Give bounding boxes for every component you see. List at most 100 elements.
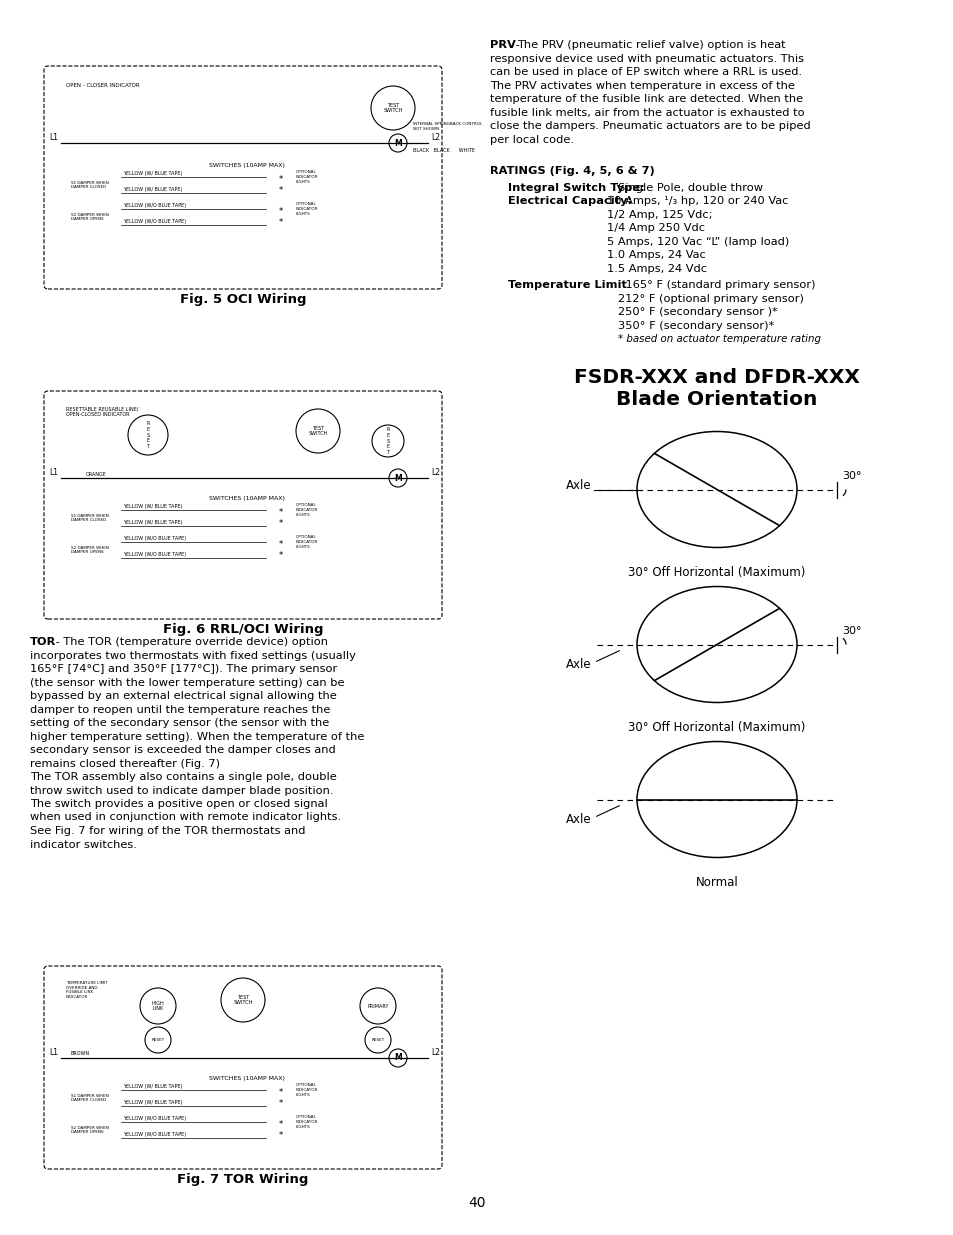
Text: -: - (512, 40, 523, 49)
Text: TOR: TOR (30, 637, 56, 647)
Text: 30° Off Horizontal (Maximum): 30° Off Horizontal (Maximum) (628, 720, 805, 734)
Text: Axle: Axle (566, 813, 592, 826)
Text: 212° F (optional primary sensor): 212° F (optional primary sensor) (618, 294, 803, 304)
Text: YELLOW (W/O BLUE TAPE): YELLOW (W/O BLUE TAPE) (123, 536, 186, 541)
Text: YELLOW (W/O BLUE TAPE): YELLOW (W/O BLUE TAPE) (123, 1116, 186, 1121)
Text: L2: L2 (431, 468, 439, 477)
Text: can be used in place of EP switch where a RRL is used.: can be used in place of EP switch where … (490, 67, 801, 77)
Text: 165°F [74°C] and 350°F [177°C]). The primary sensor: 165°F [74°C] and 350°F [177°C]). The pri… (30, 664, 337, 674)
Text: incorporates two thermostats with fixed settings (usually: incorporates two thermostats with fixed … (30, 651, 355, 661)
Text: L2: L2 (431, 133, 439, 142)
Text: R
E
S
E
T: R E S E T (386, 427, 389, 456)
Text: M: M (394, 138, 401, 147)
Text: RATINGS (Fig. 4, 5, 6 & 7): RATINGS (Fig. 4, 5, 6 & 7) (490, 165, 654, 177)
Text: YELLOW (W/ BLUE TAPE): YELLOW (W/ BLUE TAPE) (123, 504, 182, 509)
Text: responsive device used with pneumatic actuators. This: responsive device used with pneumatic ac… (490, 53, 803, 63)
Text: when used in conjunction with remote indicator lights.: when used in conjunction with remote ind… (30, 813, 341, 823)
Text: setting of the secondary sensor (the sensor with the: setting of the secondary sensor (the sen… (30, 718, 329, 727)
Text: M: M (394, 1053, 401, 1062)
Text: *
*: * * (278, 509, 283, 527)
Text: ORANGE: ORANGE (86, 472, 107, 477)
Text: INTERNAL SPRINGBACK CONTROL
NOT SHOWN: INTERNAL SPRINGBACK CONTROL NOT SHOWN (413, 122, 482, 131)
Text: 40: 40 (468, 1195, 485, 1210)
Text: S2 DAMPER WHEN
DAMPER OPENS: S2 DAMPER WHEN DAMPER OPENS (71, 1125, 109, 1134)
Text: L2: L2 (431, 1049, 439, 1057)
Text: YELLOW (W/ BLUE TAPE): YELLOW (W/ BLUE TAPE) (123, 170, 182, 177)
Text: Integral Switch Type:: Integral Switch Type: (507, 183, 644, 193)
Text: L1: L1 (49, 133, 58, 142)
Text: 30° Off Horizontal (Maximum): 30° Off Horizontal (Maximum) (628, 566, 805, 578)
Text: damper to reopen until the temperature reaches the: damper to reopen until the temperature r… (30, 704, 330, 715)
Text: YELLOW (W/O BLUE TAPE): YELLOW (W/O BLUE TAPE) (123, 1132, 186, 1137)
Text: * based on actuator temperature rating: * based on actuator temperature rating (618, 333, 821, 345)
Text: Single Pole, double throw: Single Pole, double throw (618, 183, 762, 193)
Text: SWITCHES (10AMP MAX): SWITCHES (10AMP MAX) (209, 1076, 285, 1081)
Text: RESETTABLE REUSABLE LINE/
OPEN-CLOSED INDICATOR: RESETTABLE REUSABLE LINE/ OPEN-CLOSED IN… (66, 406, 138, 416)
Text: S1 DAMPER WHEN
DAMPER CLOSED: S1 DAMPER WHEN DAMPER CLOSED (71, 180, 109, 189)
Text: SWITCHES (10AMP MAX): SWITCHES (10AMP MAX) (209, 163, 285, 168)
Text: YELLOW (W/ BLUE TAPE): YELLOW (W/ BLUE TAPE) (123, 186, 182, 191)
Text: FSDR-XXX and DFDR-XXX: FSDR-XXX and DFDR-XXX (574, 368, 859, 387)
Text: OPTIONAL
INDICATOR
LIGHTS: OPTIONAL INDICATOR LIGHTS (295, 1115, 318, 1129)
Text: indicator switches.: indicator switches. (30, 840, 136, 850)
Text: OPTIONAL
INDICATOR
LIGHTS: OPTIONAL INDICATOR LIGHTS (295, 504, 318, 516)
Text: OPEN - CLOSER INDICATOR: OPEN - CLOSER INDICATOR (66, 83, 139, 88)
Text: 30°: 30° (841, 471, 861, 480)
Text: RESET: RESET (152, 1037, 165, 1042)
Text: BROWN: BROWN (71, 1051, 90, 1056)
Text: YELLOW (W/ BLUE TAPE): YELLOW (W/ BLUE TAPE) (123, 1084, 182, 1089)
Text: TEST
SWITCH: TEST SWITCH (233, 994, 253, 1005)
Text: temperature of the fusible link are detected. When the: temperature of the fusible link are dete… (490, 94, 802, 104)
Text: - The TOR (temperature override device) option: - The TOR (temperature override device) … (52, 637, 328, 647)
Text: 5 Amps, 120 Vac “L” (lamp load): 5 Amps, 120 Vac “L” (lamp load) (606, 236, 788, 247)
Text: The switch provides a positive open or closed signal: The switch provides a positive open or c… (30, 799, 328, 809)
Text: higher temperature setting). When the temperature of the: higher temperature setting). When the te… (30, 731, 364, 741)
Text: The PRV (pneumatic relief valve) option is heat: The PRV (pneumatic relief valve) option … (517, 40, 785, 49)
Text: Temperature Limit: Temperature Limit (507, 280, 626, 290)
Text: SWITCHES (10AMP MAX): SWITCHES (10AMP MAX) (209, 496, 285, 501)
Text: fusible link melts, air from the actuator is exhausted to: fusible link melts, air from the actuato… (490, 107, 803, 117)
FancyBboxPatch shape (44, 65, 441, 289)
Text: M: M (394, 473, 401, 483)
Text: per local code.: per local code. (490, 135, 574, 144)
Text: L1: L1 (49, 1049, 58, 1057)
Text: (the sensor with the lower temperature setting) can be: (the sensor with the lower temperature s… (30, 678, 344, 688)
Text: Fig. 5 OCI Wiring: Fig. 5 OCI Wiring (179, 293, 306, 306)
Text: OPTIONAL
INDICATOR
LIGHTS: OPTIONAL INDICATOR LIGHTS (295, 203, 318, 216)
Text: throw switch used to indicate damper blade position.: throw switch used to indicate damper bla… (30, 785, 334, 795)
Text: *
*: * * (278, 175, 283, 195)
Text: S2 DAMPER WHEN
DAMPER OPENS: S2 DAMPER WHEN DAMPER OPENS (71, 212, 109, 221)
Text: *
*: * * (278, 207, 283, 227)
Text: YELLOW (W/O BLUE TAPE): YELLOW (W/O BLUE TAPE) (123, 552, 186, 557)
Text: *
*: * * (278, 1120, 283, 1140)
Text: PRV: PRV (490, 40, 516, 49)
FancyBboxPatch shape (44, 966, 441, 1170)
Text: Axle: Axle (566, 479, 592, 492)
Text: 1.5 Amps, 24 Vdc: 1.5 Amps, 24 Vdc (606, 263, 706, 273)
Text: bypassed by an external electrical signal allowing the: bypassed by an external electrical signa… (30, 692, 336, 701)
Text: OPTIONAL
INDICATOR
LIGHTS: OPTIONAL INDICATOR LIGHTS (295, 536, 318, 548)
Text: BLACK   BLACK      WHITE: BLACK BLACK WHITE (413, 148, 475, 153)
Text: YELLOW (W/ BLUE TAPE): YELLOW (W/ BLUE TAPE) (123, 1100, 182, 1105)
Text: Fig. 7 TOR Wiring: Fig. 7 TOR Wiring (177, 1173, 309, 1186)
Text: *
*: * * (278, 1088, 283, 1108)
Text: TEST
SWITCH: TEST SWITCH (308, 426, 327, 436)
Text: 1/4 Amp 250 Vdc: 1/4 Amp 250 Vdc (606, 224, 704, 233)
Text: Axle: Axle (566, 658, 592, 671)
Text: *
*: * * (278, 540, 283, 559)
Text: 350° F (secondary sensor)*: 350° F (secondary sensor)* (618, 321, 773, 331)
Text: secondary sensor is exceeded the damper closes and: secondary sensor is exceeded the damper … (30, 745, 335, 755)
Text: TEST
SWITCH: TEST SWITCH (383, 103, 402, 114)
Text: RESET: RESET (371, 1037, 384, 1042)
Text: 1/2 Amp, 125 Vdc;: 1/2 Amp, 125 Vdc; (606, 210, 712, 220)
Text: YELLOW (W/ BLUE TAPE): YELLOW (W/ BLUE TAPE) (123, 520, 182, 525)
Text: Fig. 6 RRL/OCI Wiring: Fig. 6 RRL/OCI Wiring (163, 622, 323, 636)
Text: : 165° F (standard primary sensor): : 165° F (standard primary sensor) (618, 280, 815, 290)
Text: Blade Orientation: Blade Orientation (616, 389, 817, 409)
Text: See Fig. 7 for wiring of the TOR thermostats and: See Fig. 7 for wiring of the TOR thermos… (30, 826, 305, 836)
Text: 250° F (secondary sensor )*: 250° F (secondary sensor )* (618, 308, 777, 317)
Text: 1.0 Amps, 24 Vac: 1.0 Amps, 24 Vac (606, 249, 705, 261)
Text: close the dampers. Pneumatic actuators are to be piped: close the dampers. Pneumatic actuators a… (490, 121, 810, 131)
Text: 10 Amps, ¹/₃ hp, 120 or 240 Vac: 10 Amps, ¹/₃ hp, 120 or 240 Vac (606, 196, 787, 206)
Text: R
E
S
E
T: R E S E T (146, 421, 150, 450)
